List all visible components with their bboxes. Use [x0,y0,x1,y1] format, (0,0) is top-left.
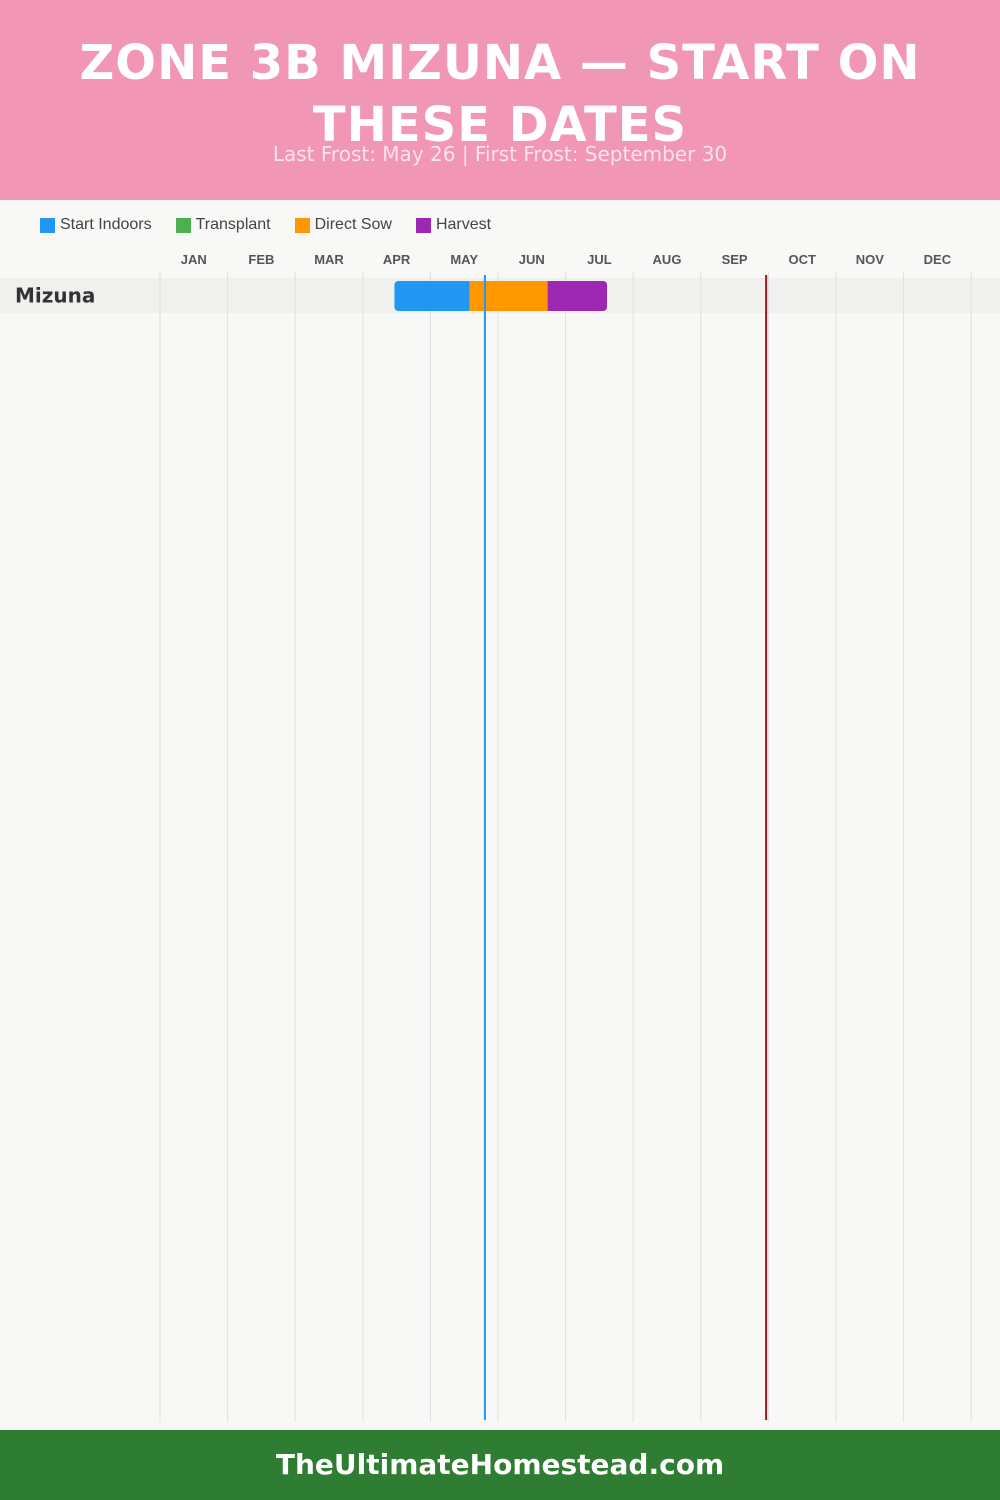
legend-label-direct-sow: Direct Sow [314,216,392,233]
crop-label-mizuna: Mizuna [15,284,95,308]
month-label-jan: JAN [181,252,207,267]
footer-site-link[interactable]: TheUltimateHomestead.com [275,1448,725,1481]
legend-label-harvest: Harvest [435,216,492,233]
month-label-jun: JUN [519,252,545,267]
legend-swatch-harvest [415,217,431,233]
bar-direct-sow [469,281,548,311]
legend-label-start-indoors: Start Indoors [60,216,152,233]
phase-bars-mizuna [394,281,608,311]
footer-banner: TheUltimateHomestead.com [0,1430,1000,1500]
month-label-feb: FEB [248,252,274,267]
legend: Start Indoors Transplant Direct Sow Harv… [40,214,515,236]
month-label-nov: NOV [856,252,885,267]
legend-swatch-direct-sow [294,217,310,233]
month-label-oct: OCT [788,252,816,267]
legend-item-harvest: Harvest [415,216,492,234]
legend-item-start-indoors: Start Indoors [40,216,152,234]
month-label-sep: SEP [722,252,748,267]
bar-start-indoors [394,281,470,311]
month-label-jul: JUL [587,252,612,267]
bar-harvest [547,281,608,311]
legend-label-transplant: Transplant [195,216,271,233]
month-label-may: MAY [450,252,478,267]
page-title: ZONE 3B MIZUNA — START ON THESE DATES [79,35,921,153]
legend-swatch-start-indoors [40,217,55,233]
month-label-dec: DEC [924,252,952,267]
month-label-aug: AUG [653,252,682,267]
legend-swatch-transplant [175,217,191,233]
legend-item-direct-sow: Direct Sow [294,216,392,234]
month-label-apr: APR [383,252,411,267]
frost-dates-subtitle: Last Frost: May 26 | First Frost: Septem… [272,142,728,166]
month-label-mar: MAR [314,252,344,267]
legend-item-transplant: Transplant [175,216,271,234]
header-banner: ZONE 3B MIZUNA — START ON THESE DATES La… [0,0,1000,200]
